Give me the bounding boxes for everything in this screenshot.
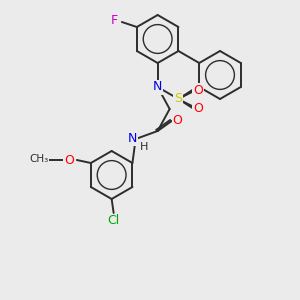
Text: O: O — [173, 115, 183, 128]
Text: N: N — [153, 80, 162, 94]
Text: N: N — [128, 131, 137, 145]
Text: S: S — [174, 92, 182, 106]
Text: F: F — [110, 14, 117, 26]
Text: O: O — [194, 101, 203, 115]
Text: CH₃: CH₃ — [29, 154, 49, 164]
Text: O: O — [64, 154, 74, 166]
Text: Cl: Cl — [107, 214, 120, 227]
Text: H: H — [140, 142, 148, 152]
Text: O: O — [194, 83, 203, 97]
